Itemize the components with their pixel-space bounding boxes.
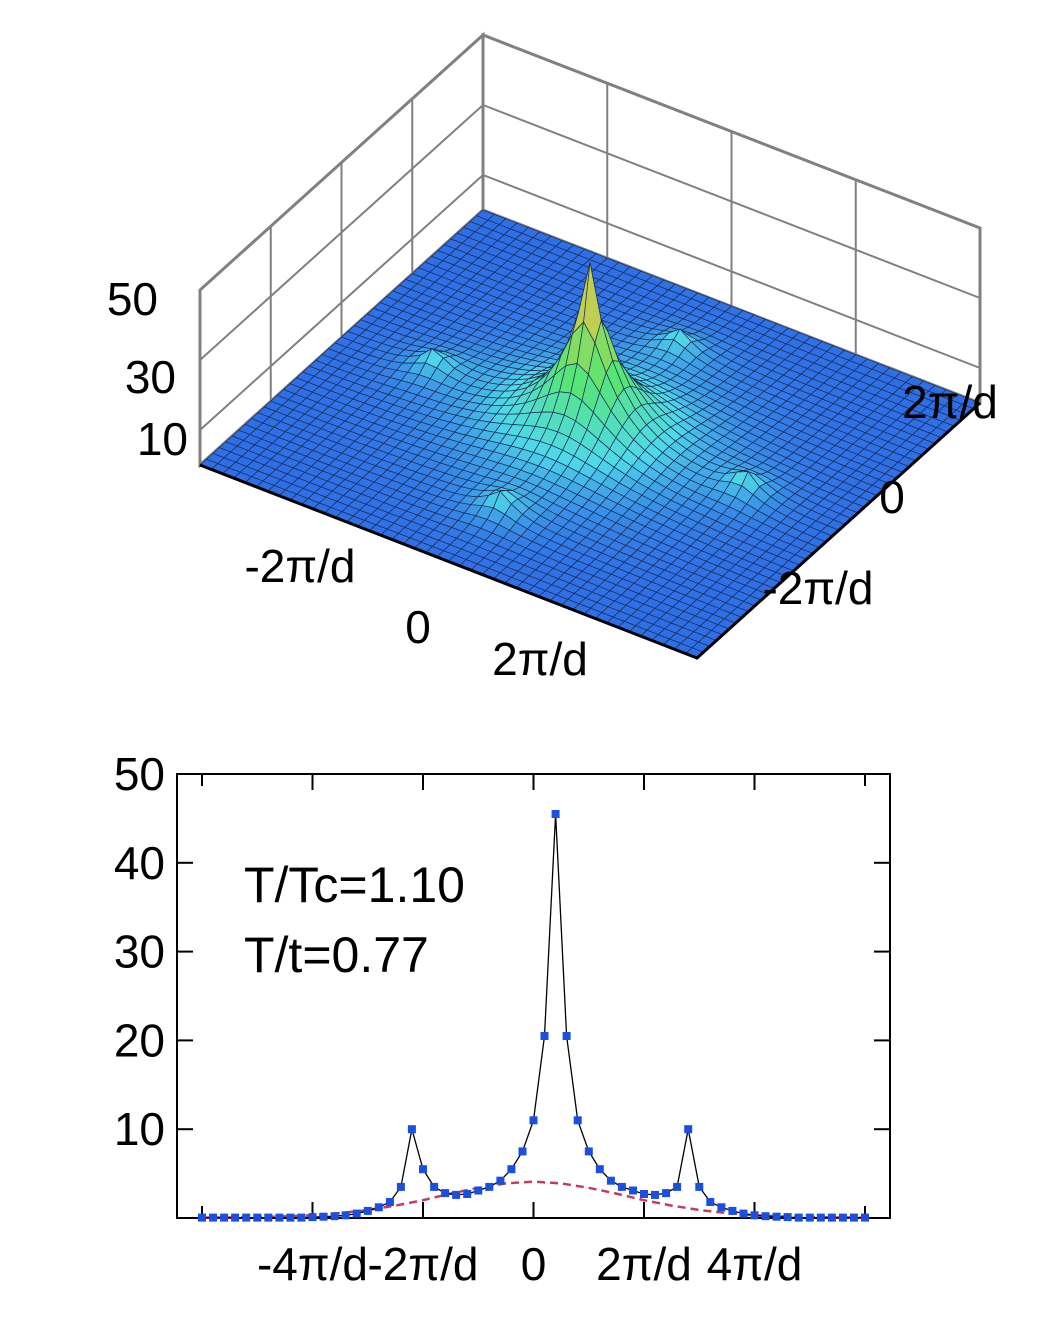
data-point <box>419 1165 427 1174</box>
x-tick-label: 4π/d <box>707 1238 803 1290</box>
axis-ticks <box>177 773 890 1218</box>
data-point <box>275 1213 284 1222</box>
data-point <box>861 1213 869 1222</box>
data-point <box>717 1203 726 1212</box>
data-point <box>584 1147 593 1156</box>
x-tick-label: 2π/d <box>492 633 588 685</box>
data-point <box>573 1116 582 1125</box>
z-tick-label: 30 <box>125 351 176 403</box>
x-tick-label: 2π/d <box>596 1238 692 1290</box>
data-point <box>242 1213 251 1222</box>
data-point <box>595 1165 604 1174</box>
base-front-edge <box>199 401 982 660</box>
data-point <box>783 1213 792 1222</box>
x-tick-label: 0 <box>521 1238 547 1290</box>
data-point <box>772 1212 781 1221</box>
data-point <box>750 1211 759 1220</box>
data-point <box>640 1190 648 1198</box>
data-point <box>562 1032 571 1040</box>
y-axis-tick-labels: 50 40 30 20 10 <box>114 748 165 1155</box>
data-point <box>728 1206 737 1215</box>
x-tick-label: 0 <box>405 601 431 653</box>
data-point <box>374 1203 383 1212</box>
z-tick-label: 50 <box>107 273 158 325</box>
x-tick-label: -2π/d <box>244 540 355 592</box>
data-point <box>805 1213 814 1222</box>
data-point <box>407 1125 416 1134</box>
surface-box-back-walls <box>198 31 982 469</box>
data-point <box>651 1190 659 1199</box>
surface-mesh <box>199 209 981 659</box>
data-point <box>816 1213 825 1222</box>
plot-series <box>198 810 869 1222</box>
y-tick-label: 50 <box>114 748 165 800</box>
data-point <box>496 1176 505 1185</box>
data-point <box>231 1213 240 1222</box>
y-tick-label: 10 <box>114 1103 165 1155</box>
data-point <box>540 1032 549 1040</box>
surface-plot: 50 30 10 -2π/d 0 2π/d 2π/d 0 -2π/d <box>107 31 998 685</box>
plot-frame <box>176 773 891 1219</box>
data-point <box>838 1213 847 1222</box>
data-point <box>441 1189 450 1198</box>
data-point <box>330 1212 339 1221</box>
x-axis-tick-labels: -4π/d -2π/d 0 2π/d 4π/d <box>257 1238 802 1290</box>
annotation-temperature-ratio: T/Tc=1.10 <box>244 857 465 913</box>
data-point <box>529 1116 538 1125</box>
data-point <box>827 1213 836 1222</box>
data-point <box>209 1213 218 1222</box>
data-point <box>385 1198 394 1206</box>
data-point <box>297 1213 306 1222</box>
annotation-temperature-hopping: T/t=0.77 <box>244 927 429 983</box>
data-point <box>507 1165 516 1174</box>
data-point <box>606 1176 615 1185</box>
surface-box-front-edges <box>199 401 982 660</box>
y-tick-label: 0 <box>879 471 905 523</box>
data-point <box>485 1182 494 1191</box>
x-tick-label: -4π/d <box>257 1238 368 1290</box>
data-point <box>551 810 560 818</box>
data-point <box>264 1213 273 1222</box>
data-point <box>396 1182 405 1191</box>
data-point <box>684 1125 693 1134</box>
data-point <box>761 1212 770 1221</box>
data-point <box>286 1213 295 1222</box>
line-plot: 50 40 30 20 10 -4π/d -2π/d 0 2π/d 4π/d T… <box>114 748 891 1290</box>
y-tick-label: 20 <box>114 1014 165 1066</box>
data-point <box>430 1182 439 1191</box>
data-point <box>341 1211 350 1220</box>
data-point <box>629 1186 637 1195</box>
z-grid-line <box>199 103 981 361</box>
data-point <box>474 1186 483 1195</box>
y-tick-label: 30 <box>114 926 165 978</box>
data-point <box>463 1190 472 1198</box>
data-point <box>518 1147 527 1156</box>
y-tick-label: -2π/d <box>762 562 873 614</box>
data-point <box>198 1213 206 1222</box>
data-point <box>850 1213 858 1222</box>
data-point <box>352 1209 361 1218</box>
data-point <box>662 1189 671 1198</box>
data-point <box>452 1190 461 1199</box>
data-point <box>319 1212 328 1221</box>
data-point <box>739 1209 748 1218</box>
y-tick-label: 40 <box>114 837 165 889</box>
data-point <box>794 1213 803 1222</box>
y-tick-label: 2π/d <box>902 376 998 428</box>
data-point <box>695 1182 704 1191</box>
data-point <box>308 1213 317 1222</box>
data-point <box>617 1182 626 1191</box>
z-tick-label: 10 <box>137 413 188 465</box>
data-point <box>253 1213 262 1222</box>
data-point <box>673 1182 682 1191</box>
data-point <box>363 1206 372 1215</box>
x-tick-label: -2π/d <box>367 1238 478 1290</box>
data-point <box>220 1213 229 1222</box>
z-grid-line <box>199 173 981 431</box>
data-point <box>706 1198 715 1206</box>
